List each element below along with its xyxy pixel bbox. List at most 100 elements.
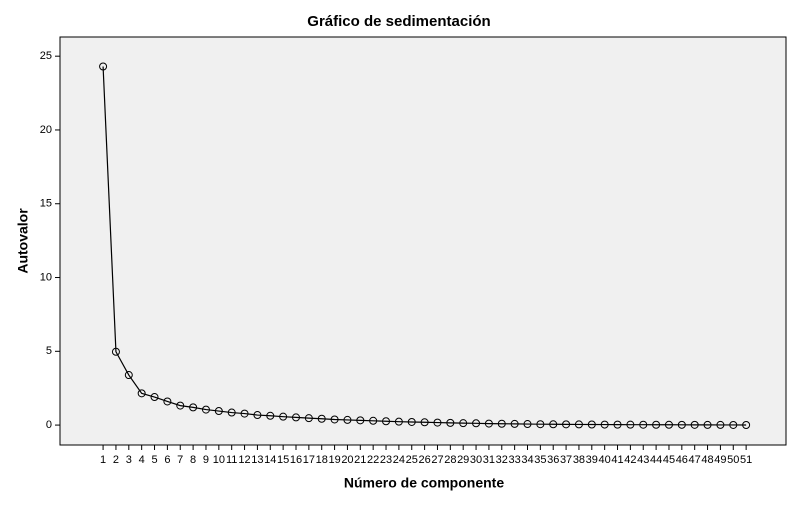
x-tick-label: 26: [418, 454, 430, 466]
point: [201, 405, 210, 414]
point: [587, 420, 596, 429]
point: [99, 62, 108, 71]
x-tick-label: 2: [113, 454, 119, 466]
point: [690, 420, 699, 429]
x-tick-label: 40: [599, 454, 611, 466]
x-tick-label: 25: [406, 454, 418, 466]
x-tick-label: 8: [190, 454, 196, 466]
x-tick-label: 17: [303, 454, 315, 466]
point: [111, 347, 120, 356]
point: [664, 420, 673, 429]
point: [523, 420, 532, 429]
x-tick-label: 50: [727, 454, 739, 466]
x-tick-label: 10: [213, 454, 225, 466]
chart-title: Gráfico de sedimentación: [307, 13, 490, 30]
x-tick-label: 37: [560, 454, 572, 466]
point: [227, 408, 236, 417]
x-tick-label: 31: [483, 454, 495, 466]
point: [137, 389, 146, 398]
x-tick-label: 5: [151, 454, 157, 466]
point: [317, 414, 326, 423]
point: [536, 420, 545, 429]
x-tick-label: 35: [534, 454, 546, 466]
series-line: [102, 66, 747, 426]
x-tick-label: 32: [496, 454, 508, 466]
x-tick-label: 11: [226, 454, 237, 466]
point: [124, 371, 133, 380]
x-tick-label: 6: [164, 454, 170, 466]
x-tick-label: 28: [444, 454, 456, 466]
x-tick-label: 46: [676, 454, 688, 466]
point: [729, 420, 738, 429]
x-tick-label: 16: [290, 454, 302, 466]
point: [291, 413, 300, 422]
point: [703, 420, 712, 429]
x-tick-label: 49: [714, 454, 726, 466]
point: [549, 420, 558, 429]
y-tick-label: 10: [40, 271, 52, 283]
y-tick-label: 5: [46, 345, 52, 357]
x-tick-label: 4: [139, 454, 145, 466]
x-tick-label: 18: [316, 454, 328, 466]
x-tick-label: 3: [126, 454, 132, 466]
x-tick-label: 1: [100, 454, 106, 466]
x-tick-label: 22: [367, 454, 379, 466]
point: [163, 397, 172, 406]
x-tick-label: 27: [431, 454, 443, 466]
x-tick-label: 42: [624, 454, 636, 466]
point: [369, 416, 378, 425]
y-tick-label: 25: [40, 50, 52, 62]
point: [677, 420, 686, 429]
point: [266, 411, 275, 420]
x-tick-label: 20: [341, 454, 353, 466]
point: [716, 420, 725, 429]
point: [150, 393, 159, 402]
x-tick-label: 36: [547, 454, 559, 466]
point: [330, 415, 339, 424]
point: [574, 420, 583, 429]
x-tick-label: 24: [393, 454, 405, 466]
point: [214, 407, 223, 416]
point: [652, 420, 661, 429]
point: [176, 401, 185, 410]
x-tick-label: 29: [457, 454, 469, 466]
point: [639, 420, 648, 429]
point: [407, 417, 416, 426]
x-axis-title: Número de componente: [344, 475, 504, 491]
x-tick-label: 44: [650, 454, 662, 466]
point: [356, 416, 365, 425]
point: [613, 420, 622, 429]
x-tick-label: 39: [586, 454, 598, 466]
point: [484, 419, 493, 428]
y-tick-label: 0: [46, 419, 52, 431]
point: [742, 421, 751, 430]
point: [600, 420, 609, 429]
x-tick-label: 9: [203, 454, 209, 466]
plot-area: [59, 36, 787, 446]
x-tick-label: 45: [663, 454, 675, 466]
x-tick-label: 34: [521, 454, 533, 466]
x-tick-label: 38: [573, 454, 585, 466]
point: [420, 418, 429, 427]
y-axis-title: Autovalor: [15, 208, 31, 274]
point: [510, 419, 519, 428]
y-tick-label: 15: [40, 198, 52, 210]
point: [240, 409, 249, 418]
x-tick-label: 47: [689, 454, 701, 466]
point: [189, 403, 198, 412]
point: [382, 417, 391, 426]
x-tick-label: 48: [701, 454, 713, 466]
point: [394, 417, 403, 426]
point: [279, 412, 288, 421]
x-tick-label: 30: [470, 454, 482, 466]
point: [497, 419, 506, 428]
x-tick-label: 21: [354, 454, 366, 466]
x-tick-label: 41: [611, 454, 623, 466]
x-tick-label: 15: [277, 454, 289, 466]
y-tick-label: 20: [40, 124, 52, 136]
x-tick-label: 23: [380, 454, 392, 466]
x-tick-label: 33: [509, 454, 521, 466]
x-tick-label: 51: [740, 454, 752, 466]
x-tick-label: 7: [177, 454, 183, 466]
